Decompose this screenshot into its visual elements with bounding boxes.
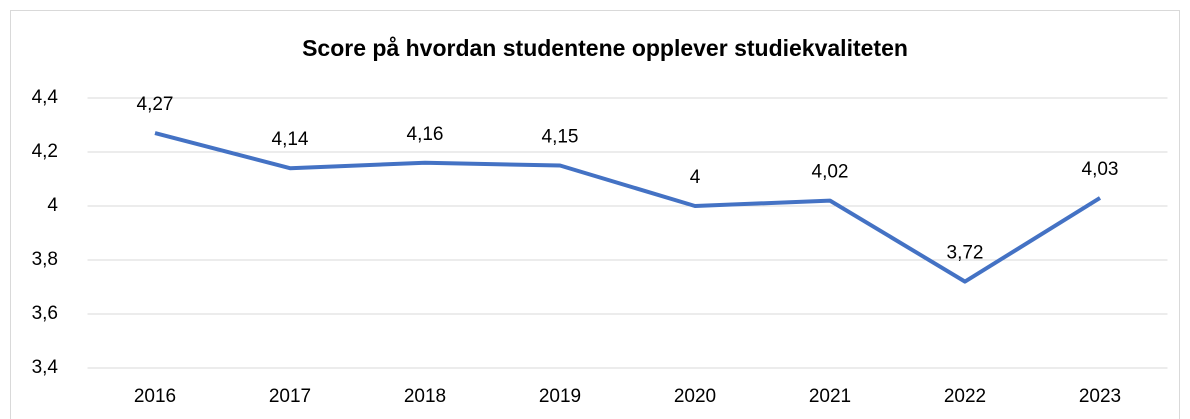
data-label: 4,16 bbox=[407, 124, 444, 145]
data-label: 4 bbox=[690, 167, 701, 188]
y-tick-label: 4,4 bbox=[32, 87, 59, 108]
x-tick-label: 2022 bbox=[944, 386, 986, 407]
data-label: 4,27 bbox=[137, 94, 174, 115]
data-label: 4,03 bbox=[1082, 159, 1119, 180]
x-tick-label: 2023 bbox=[1079, 386, 1121, 407]
x-tick-label: 2019 bbox=[539, 386, 581, 407]
x-tick-label: 2021 bbox=[809, 386, 851, 407]
data-label: 3,72 bbox=[947, 243, 984, 264]
chart-title: Score på hvordan studentene opplever stu… bbox=[302, 35, 908, 61]
x-tick-label: 2017 bbox=[269, 386, 311, 407]
data-label: 4,15 bbox=[542, 127, 579, 148]
y-tick-label: 4,2 bbox=[32, 141, 58, 162]
x-tick-label: 2020 bbox=[674, 386, 716, 407]
y-tick-label: 3,8 bbox=[32, 249, 58, 270]
chart-border bbox=[10, 10, 1180, 419]
y-tick-label: 3,4 bbox=[32, 357, 59, 378]
y-tick-label: 3,6 bbox=[32, 303, 58, 324]
data-label: 4,14 bbox=[272, 129, 309, 150]
y-tick-label: 4 bbox=[47, 195, 58, 216]
data-line bbox=[154, 131, 1102, 284]
x-tick-label: 2016 bbox=[134, 386, 176, 407]
data-label: 4,02 bbox=[812, 162, 849, 183]
x-tick-label: 2018 bbox=[404, 386, 446, 407]
